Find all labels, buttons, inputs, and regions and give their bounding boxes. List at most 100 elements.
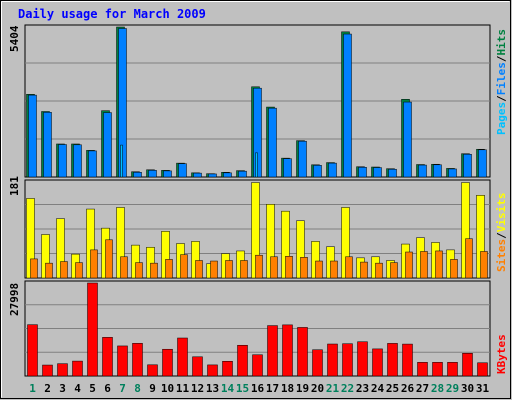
x-label-day-23: 23 xyxy=(356,382,369,395)
files-bar-day-27 xyxy=(418,164,427,178)
visits-ymax-label: 181 xyxy=(8,176,21,196)
kbytes-bar-day-20 xyxy=(312,349,323,377)
files-bar-day-6 xyxy=(103,112,112,178)
kbytes-bar-day-8 xyxy=(132,343,143,377)
x-label-day-8: 8 xyxy=(134,382,141,395)
sites-bar-day-25 xyxy=(390,262,398,279)
legend-sep-1: / xyxy=(495,95,508,102)
files-bar-day-3 xyxy=(58,144,67,178)
x-label-day-15: 15 xyxy=(236,382,249,395)
sites-bar-day-31 xyxy=(480,251,488,279)
visits-sites-panel xyxy=(24,179,491,279)
sites-bar-day-21 xyxy=(330,260,338,279)
hits-ymax-label: 5404 xyxy=(8,25,21,52)
files-bar-day-20 xyxy=(313,165,322,178)
sites-bar-day-2 xyxy=(45,262,53,279)
x-label-day-13: 13 xyxy=(206,382,219,395)
legend-kbytes: KBytes xyxy=(495,334,508,374)
kbytes-bar-day-10 xyxy=(162,348,173,377)
kbytes-bar-day-30 xyxy=(462,352,473,377)
legend-sep-2: / xyxy=(495,55,508,62)
kbytes-bar-day-15 xyxy=(237,344,248,377)
x-label-day-20: 20 xyxy=(311,382,324,395)
files-bar-day-11 xyxy=(178,163,187,178)
sites-bar-day-24 xyxy=(375,262,383,279)
files-bar-day-1 xyxy=(28,94,37,178)
files-bar-day-15 xyxy=(238,170,247,178)
files-bar-day-30 xyxy=(463,153,472,178)
files-bar-day-2 xyxy=(43,112,52,178)
legend-kbytes-label: KBytes xyxy=(495,334,508,374)
kbytes-bar-day-24 xyxy=(372,348,383,377)
files-bar-day-22 xyxy=(343,33,352,178)
files-bar-day-17 xyxy=(268,107,277,178)
x-label-day-6: 6 xyxy=(104,382,111,395)
files-bar-day-5 xyxy=(88,150,97,178)
x-label-day-29: 29 xyxy=(446,382,459,395)
kbytes-bar-day-25 xyxy=(387,343,398,377)
kbytes-bar-day-2 xyxy=(42,364,53,377)
x-label-day-11: 11 xyxy=(176,382,190,395)
files-bar-day-12 xyxy=(193,172,202,178)
files-bar-day-10 xyxy=(163,170,172,178)
files-bar-day-19 xyxy=(298,140,307,178)
x-label-day-16: 16 xyxy=(251,382,265,395)
files-bar-day-23 xyxy=(358,167,367,178)
sites-bar-day-26 xyxy=(405,251,413,279)
kbytes-bar-day-1 xyxy=(27,324,38,377)
kbytes-bar-day-27 xyxy=(417,362,428,377)
x-label-day-31: 31 xyxy=(476,382,490,395)
files-bar-day-13 xyxy=(208,173,217,178)
x-label-day-26: 26 xyxy=(401,382,415,395)
x-label-day-19: 19 xyxy=(296,382,309,395)
files-bar-day-28 xyxy=(433,164,442,178)
x-label-day-4: 4 xyxy=(74,382,81,395)
files-bar-day-21 xyxy=(328,162,337,178)
legend-files: Files xyxy=(495,62,508,95)
sites-bar-day-11 xyxy=(180,254,188,279)
files-bar-day-25 xyxy=(388,168,397,178)
sites-bar-day-10 xyxy=(165,259,173,279)
kbytes-bar-day-7 xyxy=(117,345,128,377)
kbytes-bar-day-31 xyxy=(477,362,488,377)
legend-hits-files-pages: Pages/Files/Hits xyxy=(495,29,508,135)
files-bar-day-9 xyxy=(148,170,157,178)
sites-bar-day-30 xyxy=(465,238,473,279)
legend-visits: Visits xyxy=(495,193,508,233)
files-bar-day-18 xyxy=(283,158,292,178)
legend-sites: Sites xyxy=(495,239,508,272)
kbytes-bar-day-29 xyxy=(447,362,458,377)
kbytes-bar-day-26 xyxy=(402,343,413,377)
pages-bar-day-7 xyxy=(120,144,123,178)
kbytes-bar-day-22 xyxy=(342,343,353,377)
x-label-day-10: 10 xyxy=(161,382,174,395)
kbytes-bar-day-3 xyxy=(57,363,68,377)
kbytes-ymax-label: 27998 xyxy=(8,283,21,316)
x-label-day-17: 17 xyxy=(266,382,279,395)
x-label-day-18: 18 xyxy=(281,382,294,395)
sites-bar-day-22 xyxy=(345,256,353,279)
kbytes-bar-day-18 xyxy=(282,324,293,377)
sites-bar-day-5 xyxy=(90,249,98,279)
sites-bar-day-20 xyxy=(315,260,323,279)
sites-bar-day-14 xyxy=(225,260,233,279)
files-bar-day-26 xyxy=(403,101,412,178)
sites-bar-day-27 xyxy=(420,251,428,279)
kbytes-bar-day-23 xyxy=(357,341,368,377)
sites-bar-day-29 xyxy=(450,259,458,279)
x-label-day-9: 9 xyxy=(149,382,156,395)
kbytes-bar-day-17 xyxy=(267,325,278,377)
kbytes-bar-day-4 xyxy=(72,360,83,377)
files-bar-day-14 xyxy=(223,172,232,178)
sites-bar-day-6 xyxy=(105,239,113,279)
legend-sep-3: / xyxy=(495,232,508,239)
sites-bar-day-12 xyxy=(195,260,203,279)
legend-visits-sites: Sites/Visits xyxy=(495,193,508,273)
x-label-day-7: 7 xyxy=(119,382,126,395)
kbytes-bar-day-12 xyxy=(192,356,203,377)
x-label-day-3: 3 xyxy=(59,382,66,395)
kbytes-bar-day-13 xyxy=(207,364,218,377)
sites-bar-day-1 xyxy=(30,258,38,279)
sites-bar-day-9 xyxy=(150,262,158,279)
